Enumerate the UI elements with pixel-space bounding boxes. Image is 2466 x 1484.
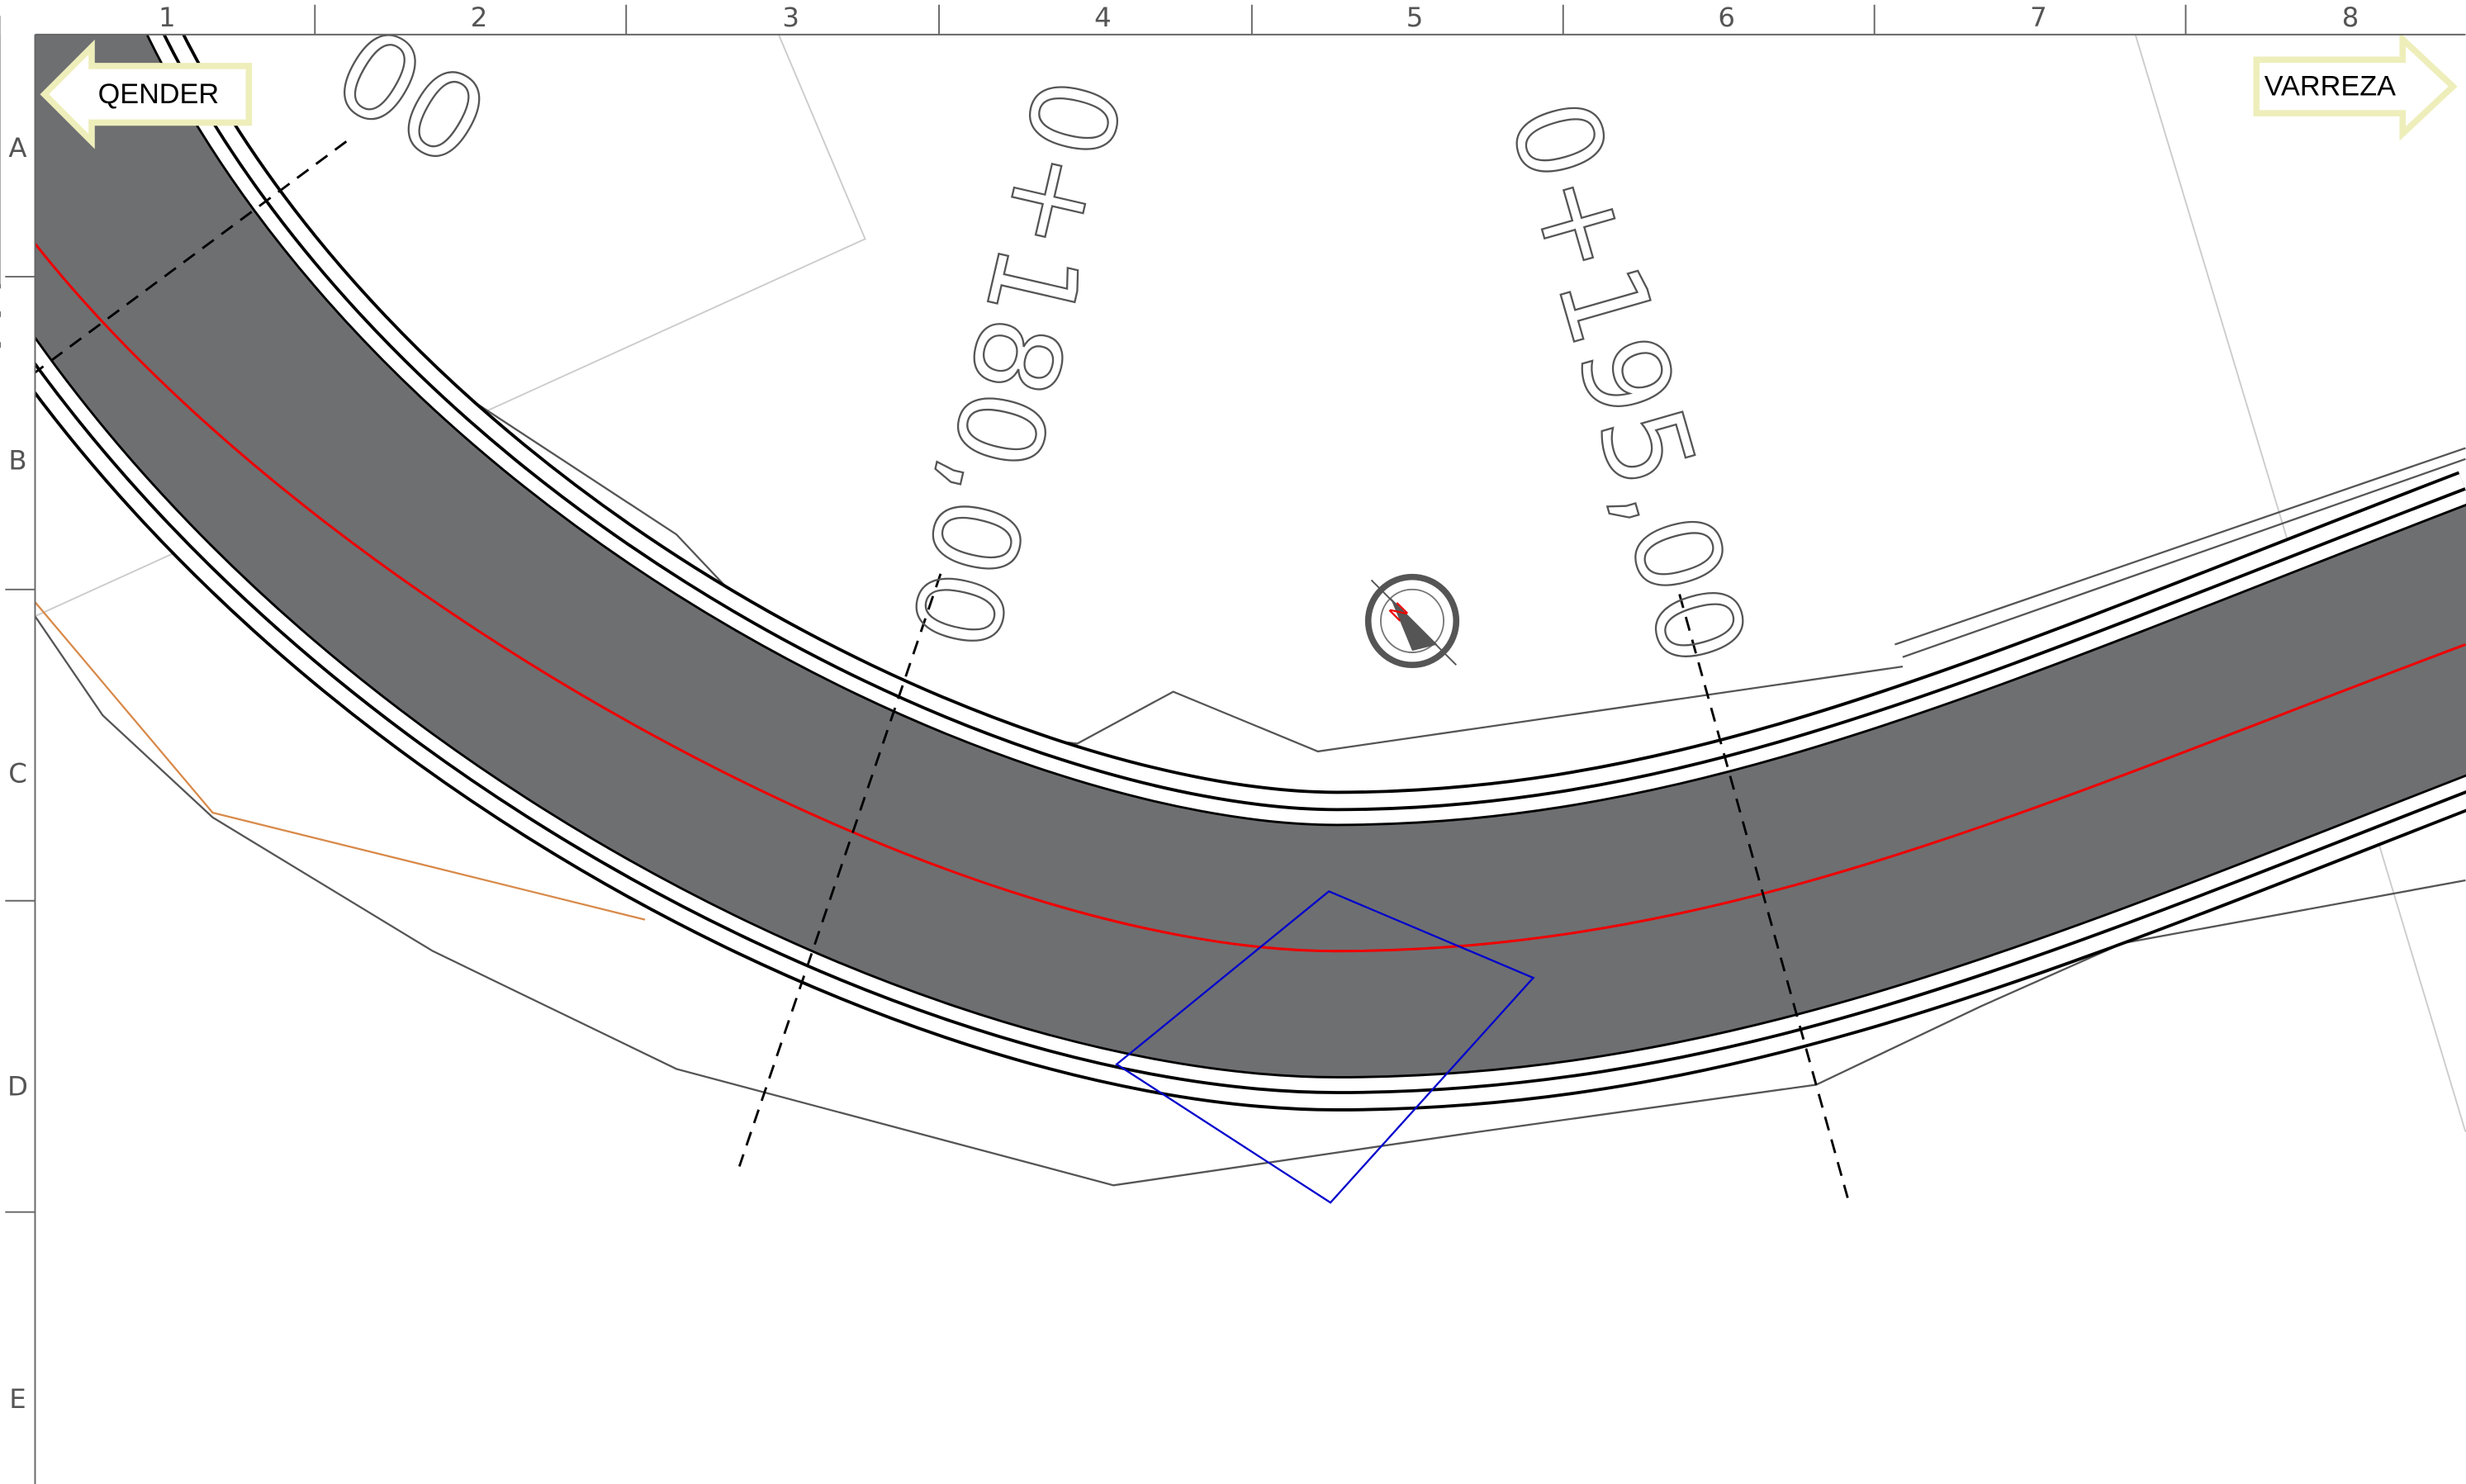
row-label: E (9, 1383, 26, 1415)
arrow-left: QENDER (40, 39, 253, 149)
column-label: 4 (1094, 2, 1112, 33)
ruler-labels: 1 2 3 4 5 6 7 8 A B C D E (7, 2, 2359, 1415)
arrow-label: QENDER (98, 78, 220, 110)
top-ruler (0, 0, 2466, 35)
left-ruler (0, 0, 36, 1484)
column-label: 1 (159, 2, 176, 33)
arrow-label: VARREZA (2264, 71, 2396, 102)
row-label: A (8, 132, 26, 164)
centerline (34, 243, 2466, 953)
row-label: D (7, 1070, 28, 1102)
parcel (1115, 890, 1535, 1204)
row-label: C (8, 757, 27, 789)
column-label: 7 (2030, 2, 2047, 33)
road (0, 0, 2466, 1112)
compass: N (1364, 573, 1460, 669)
station-label: 0+195,00 (1482, 86, 1772, 680)
column-label: 5 (1406, 2, 1424, 33)
row-label: B (8, 445, 26, 476)
section-lines (34, 140, 1849, 1198)
column-label: 6 (1718, 2, 1735, 33)
arrow-right: VARREZA (2253, 31, 2458, 141)
column-label: 8 (2342, 2, 2359, 33)
boundary (34, 601, 646, 921)
ruler-lines (5, 4, 2466, 1484)
column-label: 3 (782, 2, 799, 33)
station-label: 0+180,00 (883, 66, 1145, 660)
column-label: 2 (471, 2, 488, 33)
